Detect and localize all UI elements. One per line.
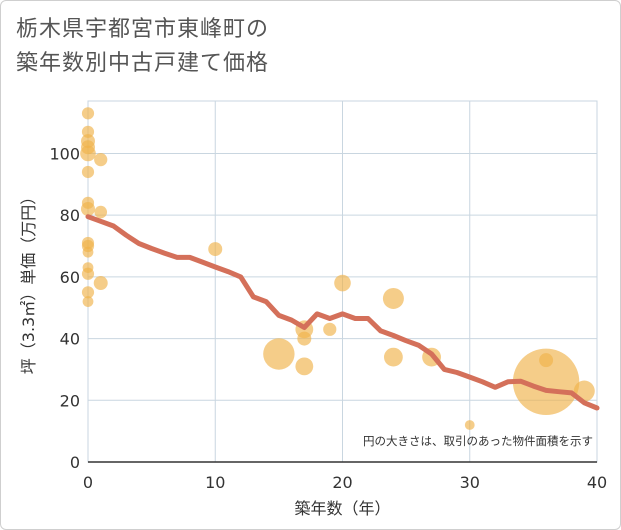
bubble-size-note: 円の大きさは、取引のあった物件面積を示す	[363, 434, 593, 448]
y-tick-label: 100	[49, 144, 80, 163]
data-bubble	[263, 338, 295, 370]
data-bubble	[512, 348, 580, 415]
y-tick-label: 20	[60, 391, 80, 410]
chart-title-line-2: 築年数別中古戸建て価格	[16, 51, 270, 76]
x-tick-label: 40	[587, 473, 607, 492]
x-tick-label: 20	[332, 473, 352, 492]
data-bubble	[82, 246, 94, 258]
data-bubble	[81, 286, 95, 299]
bubbles	[80, 107, 595, 430]
x-tick-label: 10	[205, 473, 225, 492]
data-bubble	[334, 274, 351, 292]
data-bubble	[81, 165, 95, 179]
axes: 0 20 40 60 80 100 0 10 20 30 40	[49, 144, 607, 492]
data-bubble	[80, 145, 96, 162]
data-bubble	[208, 242, 223, 257]
x-tick-label: 0	[83, 473, 93, 492]
chart-title: 栃木県宇都宮市東峰町の 築年数別中古戸建て価格	[16, 13, 269, 81]
grid	[87, 100, 598, 463]
data-bubble	[384, 347, 403, 367]
trend-line	[85, 214, 600, 411]
y-tick-label: 60	[60, 268, 80, 287]
data-bubble	[94, 205, 108, 219]
data-bubble	[323, 322, 337, 336]
data-bubble	[82, 296, 94, 307]
data-bubble	[81, 201, 95, 216]
data-bubble	[81, 107, 95, 120]
data-bubble	[382, 287, 404, 309]
data-bubble	[297, 331, 312, 346]
x-axis-title: 築年数（年）	[294, 499, 390, 518]
chart-title-line-1: 栃木県宇都宮市東峰町の	[16, 17, 270, 42]
data-bubble	[93, 276, 108, 291]
y-tick-label: 80	[60, 206, 80, 225]
data-bubble	[464, 420, 475, 430]
y-axis-title: 坪（3.3㎡）単価（万円）	[19, 189, 38, 374]
data-bubble	[94, 153, 108, 167]
x-tick-label: 30	[460, 473, 480, 492]
y-tick-label: 0	[70, 453, 80, 472]
y-tick-label: 40	[60, 330, 80, 349]
data-bubble	[81, 267, 95, 280]
data-bubble	[295, 357, 314, 376]
trend-line-path	[85, 214, 600, 411]
